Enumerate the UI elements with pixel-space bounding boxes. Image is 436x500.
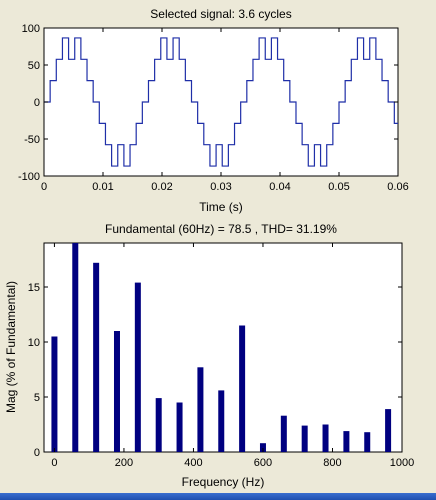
spectrum-bar — [51, 336, 58, 452]
spectrum-x-tick-label: 200 — [115, 457, 133, 469]
spectrum-x-tick-label: 400 — [184, 457, 202, 469]
spectrum-bar — [155, 398, 162, 452]
spectrum-y-tick-label: 5 — [34, 392, 40, 404]
time-signal-line — [44, 37, 398, 167]
spectrum-bar — [280, 415, 287, 452]
time-x-tick-label: 0.04 — [269, 181, 290, 193]
spectrum-bars-group — [51, 243, 392, 452]
time-y-ticks: -100 -50 0 50 100 — [18, 23, 398, 183]
spectrum-bar — [218, 390, 225, 452]
time-y-tick-label: -100 — [18, 171, 40, 183]
time-y-tick-label: -50 — [24, 134, 40, 146]
spectrum-bar — [134, 282, 141, 452]
spectrum-y-axis-label: Mag (% of Fundamental) — [4, 281, 18, 413]
spectrum-bar — [113, 331, 120, 452]
spectrum-x-tick-label: 600 — [254, 457, 272, 469]
spectrum-bar — [197, 367, 204, 452]
time-x-axis-label: Time (s) — [199, 200, 243, 214]
spectrum-bar — [364, 432, 371, 452]
spectrum-bar — [239, 325, 246, 452]
spectrum-bar — [301, 425, 308, 452]
spectrum-plot: Fundamental (60Hz) = 78.5 , THD= 31.19% … — [4, 222, 414, 489]
spectrum-y-tick-label: 10 — [28, 337, 40, 349]
spectrum-bar — [93, 262, 100, 452]
time-x-tick-label: 0.01 — [92, 181, 113, 193]
spectrum-plot-title: Fundamental (60Hz) = 78.5 , THD= 31.19% — [105, 222, 337, 236]
time-x-tick-label: 0.06 — [387, 181, 408, 193]
spectrum-bar — [322, 424, 329, 452]
time-y-tick-label: 50 — [28, 60, 40, 72]
spectrum-y-tick-label: 0 — [34, 447, 40, 459]
time-x-ticks: 0 0.01 0.02 0.03 0.04 0.05 0.06 — [41, 28, 409, 193]
time-signal-line-group — [44, 37, 398, 167]
spectrum-bar — [385, 409, 392, 452]
spectrum-bar — [343, 431, 350, 452]
time-x-tick-label: 0.05 — [328, 181, 349, 193]
time-x-tick-label: 0.03 — [210, 181, 231, 193]
time-x-tick-label: 0 — [41, 181, 47, 193]
spectrum-x-tick-label: 1000 — [390, 457, 414, 469]
spectrum-bar — [176, 402, 183, 452]
time-plot-title: Selected signal: 3.6 cycles — [150, 7, 291, 21]
time-y-tick-label: 0 — [34, 97, 40, 109]
spectrum-x-ticks: 0 200 400 600 800 1000 — [51, 243, 414, 469]
spectrum-x-tick-label: 0 — [51, 457, 57, 469]
spectrum-x-axis-label: Frequency (Hz) — [182, 475, 265, 489]
window-bottom-bar — [0, 493, 436, 500]
time-x-tick-label: 0.02 — [151, 181, 172, 193]
spectrum-bar — [259, 443, 266, 452]
spectrum-y-ticks: 0 5 10 15 — [28, 282, 402, 459]
spectrum-bar — [72, 243, 79, 452]
spectrum-y-tick-label: 15 — [28, 282, 40, 294]
time-y-tick-label: 100 — [22, 23, 40, 35]
spectrum-x-tick-label: 800 — [323, 457, 341, 469]
time-signal-plot: Selected signal: 3.6 cycles 0 0.01 0.02 0.0… — [18, 7, 409, 214]
